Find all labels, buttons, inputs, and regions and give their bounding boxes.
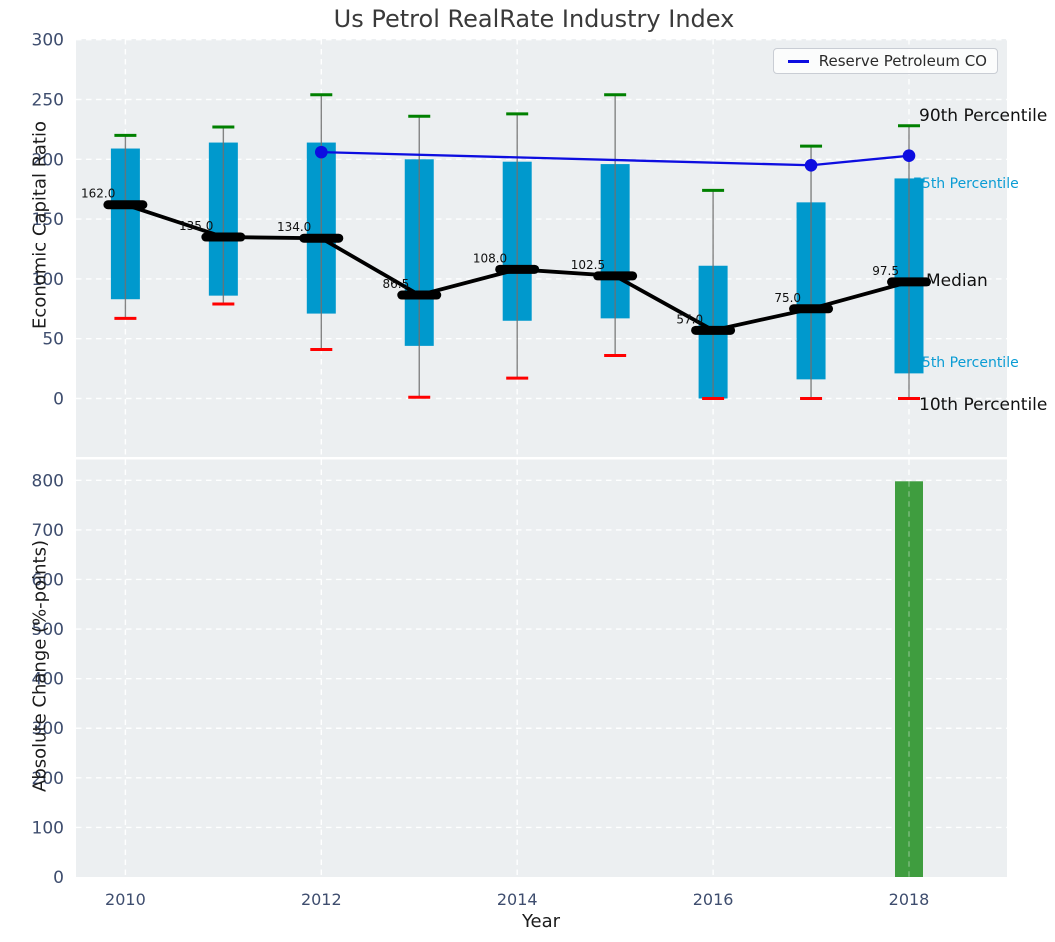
bottom-ytick-200: 200 <box>32 769 64 789</box>
annotation-median: Median <box>926 271 988 291</box>
company-point-2018 <box>902 149 916 163</box>
chart-title: Us Petrol RealRate Industry Index <box>333 5 735 33</box>
top-y-axis-label: Economic Capital Ratio <box>29 121 51 329</box>
legend-line-sample <box>788 59 809 63</box>
xtick-2012: 2012 <box>301 890 342 909</box>
top-ytick-150: 150 <box>32 210 64 230</box>
xtick-2016: 2016 <box>693 890 734 909</box>
top-ytick-200: 200 <box>32 150 64 170</box>
top-ytick-250: 250 <box>32 91 64 111</box>
bottom-y-axis-label: Absolute Change (%-points) <box>29 540 51 792</box>
median-value-2015: 102.5 <box>571 258 605 272</box>
legend-box: Reserve Petroleum CO <box>773 48 998 74</box>
median-value-2017: 75.0 <box>774 291 801 305</box>
legend-label: Reserve Petroleum CO <box>818 52 987 70</box>
bottom-ytick-500: 500 <box>32 620 64 640</box>
bottom-ytick-0: 0 <box>53 868 64 888</box>
bottom-ytick-800: 800 <box>32 471 64 491</box>
xtick-2010: 2010 <box>105 890 146 909</box>
annotation-25th-percentile: 25th Percentile <box>913 355 1019 371</box>
annotation-75th-percentile: 75th Percentile <box>913 176 1019 192</box>
median-value-2013: 86.5 <box>383 277 410 291</box>
company-point-2017 <box>804 158 818 172</box>
bottom-ytick-700: 700 <box>32 521 64 541</box>
top-ytick-100: 100 <box>32 270 64 290</box>
xtick-2018: 2018 <box>889 890 930 909</box>
top-ytick-0: 0 <box>53 390 64 410</box>
annotation-10th-percentile: 10th Percentile <box>919 395 1048 415</box>
top-ytick-300: 300 <box>32 31 64 51</box>
bottom-ytick-400: 400 <box>32 670 64 690</box>
bottom-ytick-100: 100 <box>32 818 64 838</box>
change-bar-2018 <box>895 481 923 877</box>
median-value-2018: 97.5 <box>872 264 899 278</box>
company-point-2012 <box>315 145 328 159</box>
x-axis-label: Year <box>521 911 561 932</box>
bottom-panel-bg <box>76 459 1007 877</box>
bottom-ytick-600: 600 <box>32 570 64 590</box>
median-value-2012: 134.0 <box>277 220 311 234</box>
annotation-90th-percentile: 90th Percentile <box>919 106 1048 126</box>
median-value-2011: 135.0 <box>179 219 213 233</box>
xtick-2014: 2014 <box>497 890 538 909</box>
median-value-2016: 57.0 <box>676 312 703 326</box>
median-value-2010: 162.0 <box>81 187 115 201</box>
top-ytick-50: 50 <box>42 330 64 350</box>
bottom-ytick-300: 300 <box>32 719 64 739</box>
median-value-2014: 108.0 <box>473 251 507 265</box>
